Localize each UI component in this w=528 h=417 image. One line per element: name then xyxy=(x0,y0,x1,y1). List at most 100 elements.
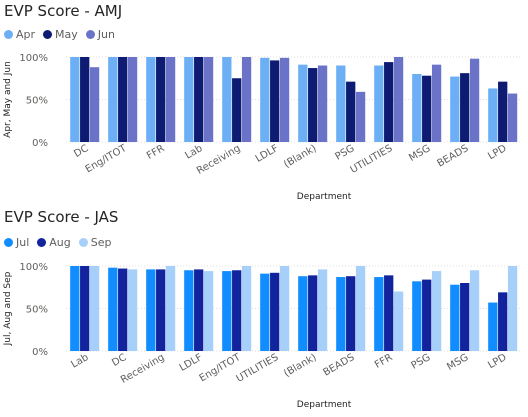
bar-sep xyxy=(89,266,100,351)
x-tick-label: LPD xyxy=(486,143,508,162)
bar-apr xyxy=(184,57,194,142)
bar-jun xyxy=(165,57,176,142)
bar-may xyxy=(232,78,242,142)
x-tick-label: PSG xyxy=(334,143,357,163)
bar-jun xyxy=(431,64,442,142)
bar-jun xyxy=(355,91,366,142)
bar-sep xyxy=(431,271,442,351)
y-tick-label: 100% xyxy=(19,262,48,273)
x-tick-label: Receiving xyxy=(119,352,166,386)
bar-apr xyxy=(412,74,422,142)
x-tick-label: PSG xyxy=(410,352,433,372)
chart-title: EVP Score - AMJ xyxy=(4,2,123,20)
bar-jun xyxy=(393,57,404,142)
legend-item[interactable]: Jul xyxy=(4,236,29,249)
bar-jun xyxy=(469,58,480,143)
bar-aug xyxy=(80,266,90,351)
x-tick-label: Lab xyxy=(183,143,204,162)
bar-apr xyxy=(260,57,270,142)
bar-apr xyxy=(146,57,156,142)
x-tick-label: Receiving xyxy=(195,143,242,177)
bar-may xyxy=(346,81,356,142)
chart-legend: Jul Aug Sep xyxy=(4,236,112,249)
x-tick-label: MSG xyxy=(445,352,470,373)
bar-aug xyxy=(460,283,470,351)
bar-may xyxy=(498,81,508,142)
x-tick-label: UTILITIES xyxy=(349,143,395,176)
bar-apr xyxy=(222,57,232,142)
bar-jul xyxy=(222,271,232,351)
bar-sep xyxy=(469,270,480,351)
bar-jun xyxy=(89,67,100,142)
bar-may xyxy=(422,75,432,142)
bar-apr xyxy=(336,65,346,142)
bar-aug xyxy=(232,270,242,351)
legend-item[interactable]: Apr xyxy=(4,28,35,41)
bar-aug xyxy=(346,276,356,351)
legend-label: Sep xyxy=(90,236,112,249)
x-tick-label: UTILITIES xyxy=(235,352,281,385)
x-tick-label: Eng/ITOT xyxy=(84,143,130,176)
bar-jul xyxy=(70,266,80,351)
legend-label: Jun xyxy=(97,28,115,41)
legend-item[interactable]: Aug xyxy=(37,236,71,249)
x-tick-label: MSG xyxy=(407,143,432,164)
bar-may xyxy=(270,60,280,142)
legend-item[interactable]: May xyxy=(43,28,78,41)
x-tick-label: Lab xyxy=(69,352,90,371)
bar-sep xyxy=(127,269,138,351)
legend-swatch xyxy=(85,30,95,39)
bar-sep xyxy=(393,291,404,351)
bar-aug xyxy=(118,268,128,351)
y-axis-title: Apr, May and Jun xyxy=(3,61,13,138)
bar-sep xyxy=(355,266,366,351)
bar-sep xyxy=(279,266,290,351)
legend-swatch xyxy=(37,238,47,247)
bar-aug xyxy=(384,275,394,351)
chart-title: EVP Score - JAS xyxy=(4,208,119,226)
bar-apr xyxy=(108,57,118,142)
bar-jun xyxy=(279,57,290,142)
bar-may xyxy=(384,62,394,142)
y-tick-label: 0% xyxy=(32,347,48,358)
bar-aug xyxy=(270,272,280,351)
bar-apr xyxy=(70,57,80,142)
chart-panel-amj: EVP Score - AMJ Apr May Jun 0% 50% 100% Apr… xyxy=(0,0,528,208)
bar-jun xyxy=(241,57,252,142)
bar-jun xyxy=(317,65,328,142)
x-axis-title: Department xyxy=(297,400,352,410)
bar-jul xyxy=(374,277,384,351)
y-tick-label: 50% xyxy=(26,305,48,316)
legend-swatch xyxy=(4,238,13,247)
bar-sep xyxy=(317,269,328,351)
bar-sep xyxy=(203,271,214,351)
chart-panel-jas: EVP Score - JAS Jul Aug Sep 0% 50% 100% Jul… xyxy=(0,206,528,417)
bar-jun xyxy=(127,57,138,142)
bar-sep xyxy=(241,266,252,351)
x-tick-label: DC xyxy=(72,143,90,160)
x-tick-label: FFR xyxy=(145,143,167,162)
bar-jul xyxy=(412,281,422,351)
x-tick-label: LPD xyxy=(486,352,508,371)
bar-aug xyxy=(422,279,432,351)
x-tick-label: BEADS xyxy=(435,143,470,170)
bar-may xyxy=(194,57,204,142)
legend-item[interactable]: Sep xyxy=(78,236,112,249)
bar-aug xyxy=(156,269,166,351)
legend-label: Aug xyxy=(49,236,71,249)
legend-label: May xyxy=(55,28,78,41)
bar-sep xyxy=(165,266,176,351)
bar-aug xyxy=(308,275,318,351)
legend-swatch xyxy=(43,30,53,39)
x-axis-title: Department xyxy=(297,192,352,202)
bar-may xyxy=(156,57,166,142)
bar-jul xyxy=(298,276,308,351)
x-tick-label: FFR xyxy=(373,352,395,371)
x-tick-label: (Blank) xyxy=(282,352,319,379)
bar-apr xyxy=(374,65,384,142)
legend-item[interactable]: Jun xyxy=(85,28,115,41)
bar-jul xyxy=(146,269,156,351)
bar-apr xyxy=(450,76,460,142)
bar-aug xyxy=(194,269,204,351)
